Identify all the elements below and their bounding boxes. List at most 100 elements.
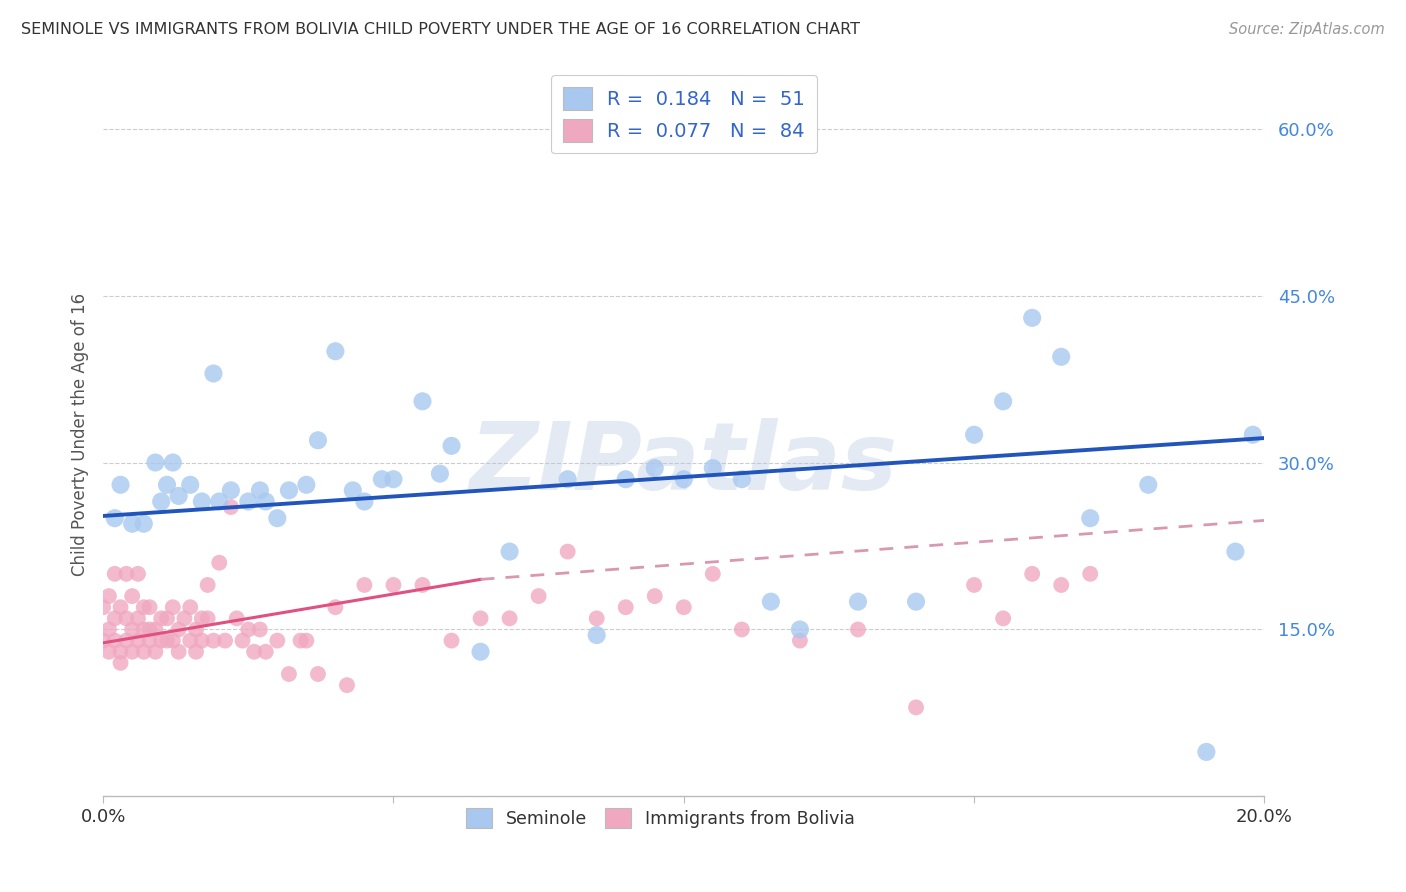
Point bbox=[127, 566, 149, 581]
Point bbox=[614, 600, 637, 615]
Point bbox=[127, 611, 149, 625]
Point bbox=[132, 516, 155, 531]
Point bbox=[991, 394, 1014, 409]
Point bbox=[91, 633, 114, 648]
Point bbox=[307, 667, 329, 681]
Point bbox=[1137, 477, 1160, 491]
Point bbox=[498, 611, 520, 625]
Point bbox=[208, 556, 231, 570]
Point bbox=[325, 600, 347, 615]
Point bbox=[498, 544, 520, 558]
Point bbox=[759, 595, 782, 609]
Point bbox=[1078, 511, 1101, 525]
Point bbox=[162, 456, 184, 470]
Point bbox=[97, 589, 120, 603]
Point bbox=[585, 628, 607, 642]
Point bbox=[104, 633, 127, 648]
Point bbox=[231, 633, 253, 648]
Point bbox=[429, 467, 451, 481]
Point bbox=[156, 611, 179, 625]
Point bbox=[254, 645, 277, 659]
Point bbox=[470, 645, 492, 659]
Y-axis label: Child Poverty Under the Age of 16: Child Poverty Under the Age of 16 bbox=[72, 293, 89, 576]
Point bbox=[325, 344, 347, 359]
Point bbox=[342, 483, 364, 498]
Point bbox=[672, 472, 695, 486]
Point bbox=[1241, 427, 1264, 442]
Point bbox=[202, 633, 225, 648]
Point bbox=[290, 633, 312, 648]
Point bbox=[846, 623, 869, 637]
Point bbox=[156, 633, 179, 648]
Point bbox=[411, 578, 433, 592]
Point bbox=[138, 633, 160, 648]
Point bbox=[214, 633, 236, 648]
Point bbox=[557, 472, 579, 486]
Point bbox=[991, 611, 1014, 625]
Point bbox=[162, 633, 184, 648]
Point bbox=[440, 633, 463, 648]
Point bbox=[110, 600, 132, 615]
Point bbox=[138, 600, 160, 615]
Point bbox=[243, 645, 266, 659]
Point bbox=[121, 623, 143, 637]
Point bbox=[336, 678, 359, 692]
Point bbox=[97, 645, 120, 659]
Text: Source: ZipAtlas.com: Source: ZipAtlas.com bbox=[1229, 22, 1385, 37]
Point bbox=[197, 611, 219, 625]
Point bbox=[527, 589, 550, 603]
Legend: Seminole, Immigrants from Bolivia: Seminole, Immigrants from Bolivia bbox=[460, 801, 862, 835]
Point bbox=[184, 623, 207, 637]
Point bbox=[1050, 350, 1073, 364]
Point bbox=[278, 667, 301, 681]
Point bbox=[614, 472, 637, 486]
Point bbox=[266, 633, 288, 648]
Point bbox=[585, 611, 607, 625]
Point bbox=[145, 645, 167, 659]
Point bbox=[132, 645, 155, 659]
Point bbox=[138, 623, 160, 637]
Point bbox=[238, 494, 260, 508]
Point bbox=[353, 578, 375, 592]
Point bbox=[208, 494, 231, 508]
Point bbox=[702, 461, 724, 475]
Point bbox=[672, 600, 695, 615]
Point bbox=[382, 578, 405, 592]
Point bbox=[145, 623, 167, 637]
Point bbox=[110, 477, 132, 491]
Point bbox=[145, 456, 167, 470]
Point bbox=[731, 472, 754, 486]
Point bbox=[150, 494, 173, 508]
Point bbox=[132, 600, 155, 615]
Point bbox=[440, 439, 463, 453]
Point bbox=[191, 494, 214, 508]
Point bbox=[1078, 566, 1101, 581]
Point bbox=[104, 566, 127, 581]
Point bbox=[173, 611, 195, 625]
Point bbox=[121, 589, 143, 603]
Point bbox=[115, 566, 138, 581]
Point bbox=[179, 600, 201, 615]
Point bbox=[702, 566, 724, 581]
Point bbox=[1225, 544, 1247, 558]
Point bbox=[905, 700, 928, 714]
Point bbox=[1195, 745, 1218, 759]
Point bbox=[104, 611, 127, 625]
Point bbox=[963, 427, 986, 442]
Point bbox=[167, 623, 190, 637]
Point bbox=[197, 578, 219, 592]
Point bbox=[295, 477, 318, 491]
Point bbox=[789, 633, 811, 648]
Point bbox=[1021, 566, 1043, 581]
Point bbox=[295, 633, 318, 648]
Point bbox=[353, 494, 375, 508]
Point bbox=[91, 600, 114, 615]
Point bbox=[238, 623, 260, 637]
Point bbox=[249, 623, 271, 637]
Point bbox=[121, 516, 143, 531]
Point bbox=[470, 611, 492, 625]
Point bbox=[382, 472, 405, 486]
Text: SEMINOLE VS IMMIGRANTS FROM BOLIVIA CHILD POVERTY UNDER THE AGE OF 16 CORRELATIO: SEMINOLE VS IMMIGRANTS FROM BOLIVIA CHIL… bbox=[21, 22, 860, 37]
Point bbox=[115, 611, 138, 625]
Point bbox=[179, 633, 201, 648]
